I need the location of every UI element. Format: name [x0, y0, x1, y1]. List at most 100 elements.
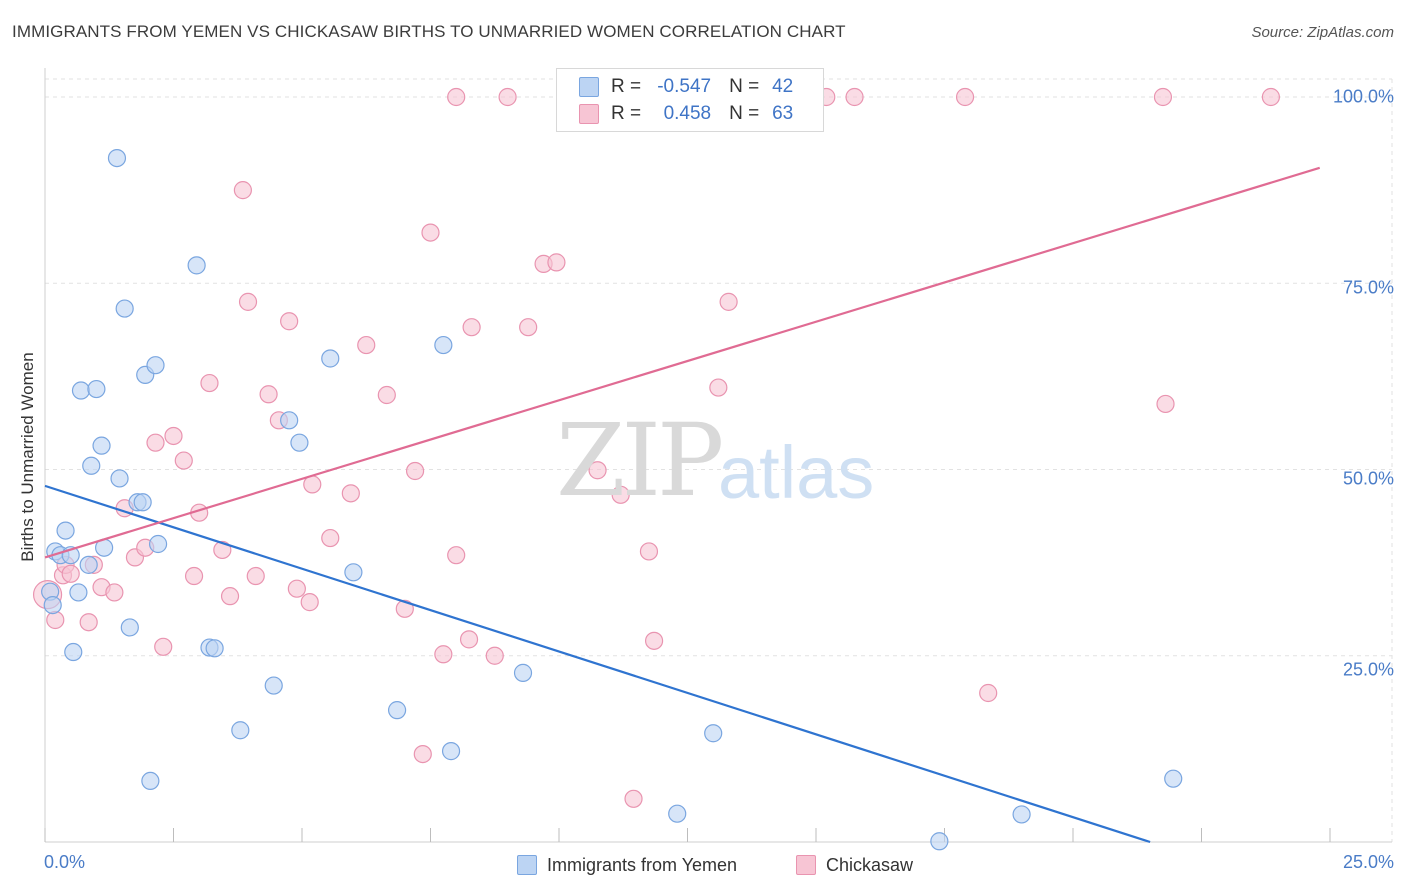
point-chickasaw	[447, 87, 466, 107]
bottom-legend-chickasaw: Chickasaw	[796, 853, 913, 877]
legend-r-value: 0.458	[663, 103, 712, 124]
point-chickasaw	[341, 484, 360, 503]
bottom-legend-label-chickasaw: Chickasaw	[826, 854, 914, 875]
point-yemen	[704, 724, 723, 743]
trend-line-chickasaw	[44, 166, 1321, 559]
point-yemen	[205, 639, 224, 658]
legend-n-value: 63	[772, 103, 794, 124]
point-yemen	[264, 676, 283, 695]
point-yemen	[668, 804, 687, 823]
point-yemen	[290, 433, 309, 452]
point-chickasaw	[519, 318, 538, 337]
point-yemen	[56, 521, 75, 540]
point-chickasaw	[300, 593, 319, 612]
point-yemen	[387, 701, 407, 720]
point-chickasaw	[61, 564, 80, 583]
legend-swatch-yemen	[579, 77, 599, 97]
point-chickasaw	[46, 610, 65, 630]
point-chickasaw	[588, 461, 607, 480]
legend-row-chickasaw: R = 0.458 N = 63	[579, 101, 793, 127]
legend-row-yemen: R = -0.547 N = 42	[579, 74, 793, 100]
point-chickasaw	[639, 542, 659, 561]
point-yemen	[87, 379, 106, 399]
point-chickasaw	[246, 566, 265, 586]
legend-r-value: -0.547	[657, 76, 712, 97]
point-yemen	[120, 618, 139, 637]
y-tick-label-50: 50.0%	[1342, 468, 1394, 489]
point-chickasaw	[164, 426, 183, 446]
axes	[44, 68, 1392, 843]
point-yemen	[82, 456, 101, 475]
correlation-legend: R = -0.547 N = 42 R = 0.458 N = 63	[556, 68, 824, 132]
point-yemen	[231, 721, 250, 740]
legend-swatch-chickasaw	[579, 104, 599, 124]
y-tick-label-25: 25.0%	[1342, 659, 1394, 680]
y-tick-label-100: 100.0%	[1332, 86, 1394, 107]
point-chickasaw	[547, 253, 566, 272]
point-yemen	[64, 642, 83, 662]
point-chickasaw	[979, 683, 998, 703]
point-chickasaw	[421, 223, 440, 242]
point-chickasaw	[413, 744, 432, 764]
point-chickasaw	[485, 646, 504, 665]
point-chickasaw	[200, 373, 219, 393]
y-tick-label-75: 75.0%	[1342, 277, 1394, 298]
point-yemen	[434, 335, 453, 355]
point-yemen	[344, 563, 363, 582]
point-chickasaw	[105, 583, 124, 602]
bottom-legend-yemen: Immigrants from Yemen	[517, 853, 737, 877]
legend-n-label: N =	[729, 76, 760, 97]
point-chickasaw	[174, 451, 193, 470]
point-yemen	[133, 493, 152, 512]
point-chickasaw	[434, 645, 453, 664]
point-chickasaw	[146, 433, 165, 452]
y-axis-label: Births to Unmarried Women	[18, 352, 37, 562]
point-yemen	[107, 148, 127, 168]
point-yemen	[110, 469, 129, 488]
point-yemen	[146, 356, 165, 375]
point-yemen	[1164, 769, 1183, 788]
point-chickasaw	[447, 546, 466, 565]
point-yemen	[71, 381, 91, 400]
point-chickasaw	[377, 385, 396, 405]
point-chickasaw	[498, 87, 517, 107]
point-chickasaw	[459, 630, 479, 649]
watermark-atlas: atlas	[718, 431, 875, 514]
point-yemen	[513, 663, 533, 682]
point-chickasaw	[213, 540, 232, 560]
data-points	[32, 87, 1280, 851]
x-tick-label-max: 25.0%	[1342, 852, 1394, 872]
legend-r-label: R =	[611, 103, 642, 124]
point-yemen	[321, 349, 340, 368]
point-yemen	[280, 411, 299, 430]
point-chickasaw	[395, 599, 414, 618]
point-chickasaw	[611, 485, 630, 504]
point-yemen	[930, 832, 949, 851]
legend-n-label: N =	[729, 103, 760, 124]
point-yemen	[115, 299, 134, 318]
point-chickasaw	[259, 385, 278, 404]
point-chickasaw	[357, 335, 376, 355]
point-chickasaw	[1156, 394, 1175, 414]
point-chickasaw	[287, 579, 306, 598]
point-chickasaw	[624, 789, 643, 808]
point-yemen	[187, 256, 206, 275]
point-yemen	[92, 436, 111, 455]
point-yemen	[43, 595, 62, 615]
point-yemen	[141, 771, 160, 791]
point-chickasaw	[220, 587, 240, 606]
point-yemen	[148, 534, 168, 554]
point-chickasaw	[709, 378, 728, 397]
point-chickasaw	[79, 613, 98, 632]
point-chickasaw	[154, 637, 173, 656]
bottom-legend-label-yemen: Immigrants from Yemen	[547, 854, 738, 875]
point-chickasaw	[644, 631, 664, 650]
point-chickasaw	[955, 87, 975, 107]
chart-title: IMMIGRANTS FROM YEMEN VS CHICKASAW BIRTH…	[12, 22, 846, 41]
legend-r-label: R =	[611, 76, 642, 97]
legend-n-value: 42	[772, 76, 794, 97]
source-credit: Source: ZipAtlas.com	[1251, 24, 1394, 41]
point-yemen	[69, 583, 88, 602]
watermark-zip: ZIP	[556, 402, 724, 519]
point-chickasaw	[405, 461, 425, 481]
